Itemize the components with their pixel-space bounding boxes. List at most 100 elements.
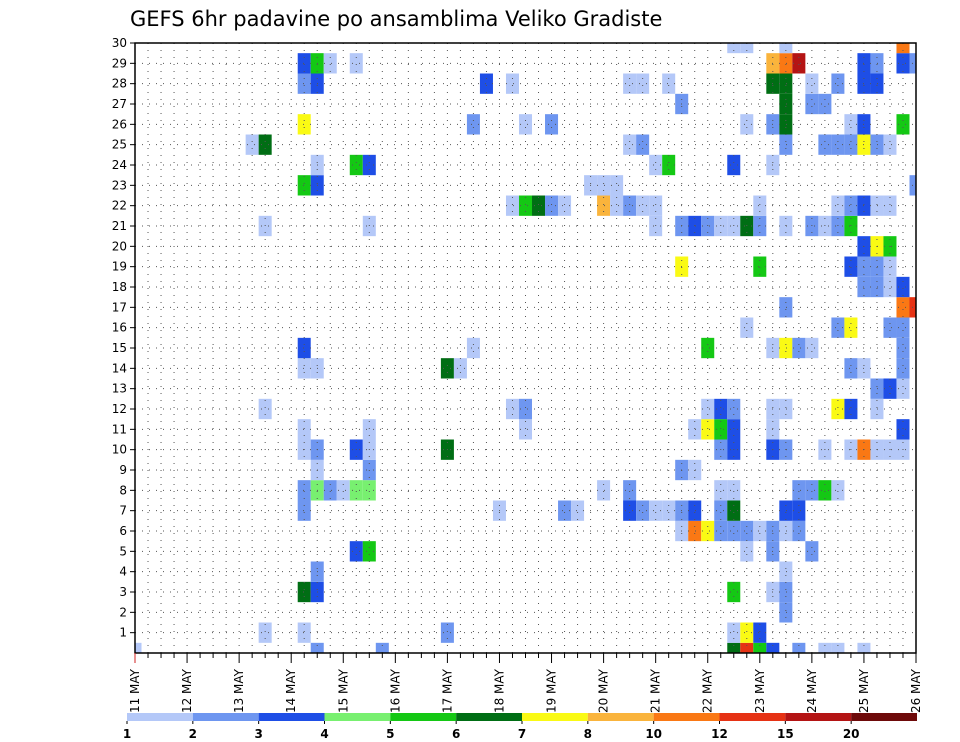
chart-title: GEFS 6hr padavine po ansamblima Veliko G… [130, 7, 662, 31]
heatmap-cell [323, 480, 337, 501]
heatmap-cell [518, 419, 533, 440]
heatmap-cell [349, 541, 363, 562]
heatmap-cell [245, 134, 259, 155]
heatmap-cell [818, 93, 832, 115]
heatmap-cell [831, 195, 845, 216]
heatmap-cell [545, 195, 559, 216]
heatmap-cell [714, 500, 728, 521]
heatmap-cell [779, 134, 793, 155]
heatmap-cell [701, 419, 715, 440]
heatmap-cell [440, 358, 454, 379]
legend-swatch [390, 713, 457, 721]
heatmap-cell [505, 73, 519, 94]
heatmap-cell [505, 398, 519, 420]
heatmap-cell [727, 419, 741, 440]
x-tick-label: 11 MAY [128, 668, 142, 713]
heatmap-cell [844, 114, 858, 135]
heatmap-cell [727, 520, 741, 542]
legend-swatch [653, 713, 720, 721]
heatmap-cell [479, 73, 493, 94]
y-tick-label: 15 [112, 341, 127, 355]
heatmap-cell [558, 195, 572, 216]
heatmap-cell [532, 195, 546, 216]
heatmap-cell [831, 642, 845, 653]
heatmap-cell [779, 398, 793, 420]
heatmap-cell [831, 73, 845, 94]
heatmap-cell [779, 581, 793, 603]
x-tick-label: 15 MAY [336, 668, 350, 713]
heatmap-cell [831, 398, 845, 420]
heatmap-cell [558, 500, 572, 521]
heatmap-cell [857, 642, 871, 653]
heatmap-cell [844, 256, 858, 277]
y-tick-label: 13 [112, 382, 127, 396]
y-tick-label: 17 [112, 300, 127, 314]
y-tick-label: 27 [112, 97, 127, 111]
heatmap-cell [466, 337, 480, 359]
y-tick-label: 20 [112, 239, 127, 253]
heatmap-cell [297, 622, 311, 643]
heatmap-cell [701, 337, 715, 359]
y-tick-label: 6 [119, 524, 127, 538]
heatmap-cell [753, 642, 767, 653]
heatmap-cell [883, 195, 897, 216]
heatmap-cell [662, 154, 676, 176]
heatmap-cell [623, 73, 637, 94]
heatmap-cell [297, 175, 311, 196]
heatmap-cell [740, 520, 754, 542]
y-tick-label: 2 [119, 605, 127, 619]
y-tick-label: 18 [112, 280, 127, 294]
y-tick-label: 7 [119, 504, 127, 518]
heatmap-cell [883, 378, 897, 399]
heatmap-cell [310, 642, 324, 653]
heatmap-cell [870, 134, 884, 155]
heatmap-cell [896, 378, 910, 399]
heatmap-cell [362, 541, 376, 562]
heatmap-cell [896, 297, 910, 318]
heatmap-cell [779, 500, 793, 521]
x-tick-label: 19 MAY [545, 668, 559, 713]
legend-label: 7 [518, 727, 526, 741]
heatmap-cell [297, 581, 311, 603]
heatmap-cell [896, 337, 910, 359]
heatmap-cell [688, 500, 702, 521]
heatmap-cell [883, 256, 897, 277]
x-axis: 11 MAY 12 MAY 13 MAY 14 MAY 15 MAY 16 MAY 17 M… [128, 653, 923, 713]
y-tick-label: 29 [112, 56, 127, 70]
heatmap-cell [623, 500, 637, 521]
x-tick-label: 22 MAY [701, 668, 715, 713]
heatmap-cell [818, 134, 832, 155]
heatmap-cell [636, 73, 650, 94]
heatmap-cell [779, 43, 793, 54]
heatmap-cell [297, 337, 311, 359]
heatmap-cell [297, 53, 311, 74]
heatmap-cell [870, 53, 884, 74]
legend-swatch [587, 713, 654, 721]
legend-swatch [785, 713, 852, 721]
heatmap-cell [688, 520, 702, 542]
heatmap-cell [883, 276, 897, 298]
heatmap-cell [792, 480, 806, 501]
heatmap-cell [466, 114, 480, 135]
heatmap-cell [779, 114, 793, 135]
heatmap-cell [779, 297, 793, 318]
heatmap-cell [792, 500, 806, 521]
heatmap-cell [349, 480, 363, 501]
heatmap-cell [740, 622, 754, 643]
heatmap-cell [883, 134, 897, 155]
heatmap-cells [135, 43, 916, 653]
heatmap-cell [753, 622, 767, 643]
heatmap-cell [727, 480, 741, 501]
heatmap-cell [753, 256, 767, 277]
heatmap-cell [870, 398, 884, 420]
heatmap-cell [662, 500, 676, 521]
heatmap-cell [571, 500, 585, 521]
y-tick-label: 30 [112, 36, 127, 50]
heatmap-cell [610, 195, 624, 216]
y-tick-label: 24 [112, 158, 127, 172]
y-tick-label: 22 [112, 199, 127, 213]
y-tick-label: 21 [112, 219, 127, 233]
y-tick-label: 16 [112, 321, 127, 335]
heatmap-cell [896, 317, 910, 338]
heatmap-cell [844, 134, 858, 155]
